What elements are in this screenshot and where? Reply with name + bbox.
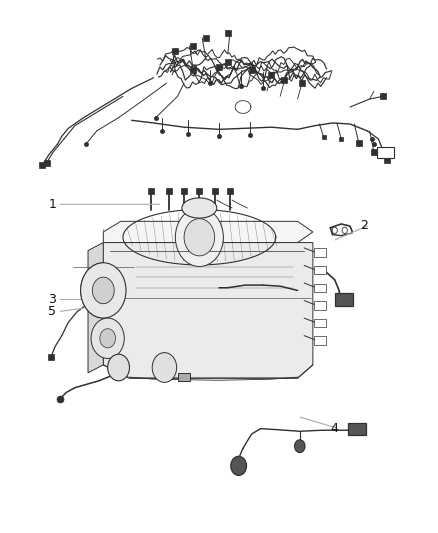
Circle shape [342, 227, 347, 233]
Circle shape [152, 353, 177, 382]
Text: 2: 2 [360, 219, 368, 231]
Bar [314, 284, 326, 292]
Circle shape [98, 299, 103, 305]
Bar [348, 423, 366, 435]
Polygon shape [103, 221, 313, 243]
Polygon shape [103, 243, 313, 378]
Circle shape [100, 329, 116, 348]
Bar [335, 293, 353, 306]
Circle shape [91, 318, 124, 359]
Circle shape [175, 208, 223, 266]
Polygon shape [88, 243, 103, 373]
Bar [377, 147, 394, 158]
Circle shape [184, 219, 215, 256]
Bar [177, 373, 190, 381]
Bar [314, 319, 326, 327]
Circle shape [231, 456, 247, 475]
Circle shape [92, 277, 114, 304]
Circle shape [108, 354, 130, 381]
Bar [314, 248, 326, 257]
Text: 5: 5 [48, 305, 56, 318]
Circle shape [332, 227, 337, 233]
Circle shape [294, 440, 305, 453]
Circle shape [94, 295, 106, 310]
Bar [95, 285, 109, 297]
Text: 1: 1 [48, 198, 56, 211]
Text: 4: 4 [330, 422, 338, 435]
Circle shape [81, 263, 126, 318]
Bar [314, 266, 326, 274]
Bar [314, 336, 326, 345]
Ellipse shape [182, 198, 217, 218]
Text: 3: 3 [48, 293, 56, 306]
Bar [314, 301, 326, 310]
